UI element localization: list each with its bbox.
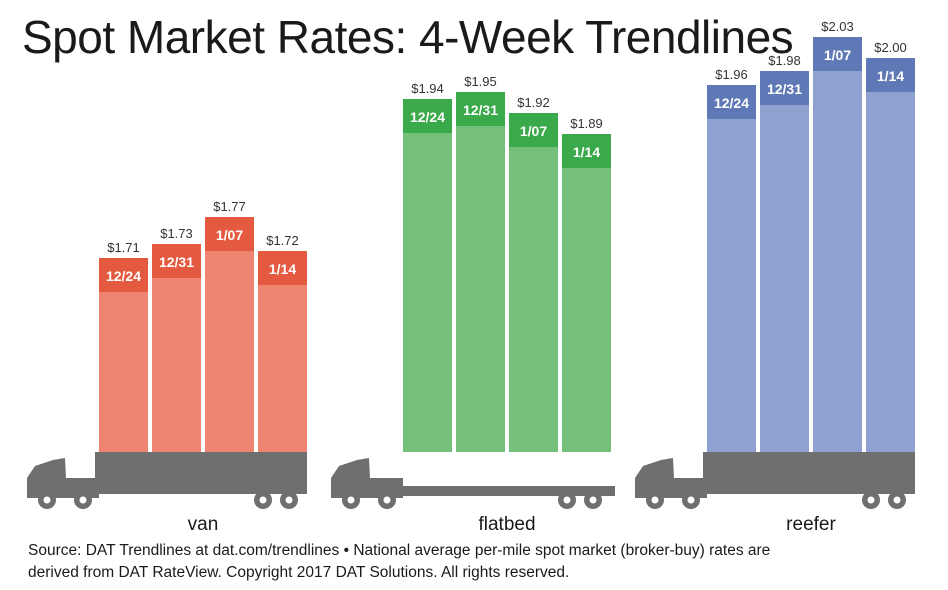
bar-band-flatbed-2 [509, 113, 558, 147]
value-label-van-1: $1.73 [160, 226, 193, 241]
van-cab-chassis [63, 478, 99, 498]
reefer-hubcap [651, 496, 659, 504]
flatbed-deck [397, 486, 615, 496]
category-label-reefer-3: 1/14 [877, 68, 904, 84]
bar-flatbed-3 [562, 134, 611, 452]
bar-reefer-1 [760, 71, 809, 452]
reefer-hubcap [867, 496, 875, 504]
value-label-van-0: $1.71 [107, 240, 140, 255]
flatbed-hubcap [347, 496, 355, 504]
bar-flatbed-1 [456, 92, 505, 452]
category-label-flatbed-0: 12/24 [410, 109, 445, 125]
bar-reefer-0 [707, 85, 756, 452]
source-line-2: derived from DAT RateView. Copyright 201… [28, 564, 570, 581]
value-label-van-3: $1.72 [266, 233, 299, 248]
van-hubcap [259, 496, 267, 504]
category-label-flatbed-3: 1/14 [573, 144, 600, 160]
category-label-van-3: 1/14 [269, 261, 296, 277]
chart-title: Spot Market Rates: 4-Week Trendlines [22, 11, 794, 63]
category-label-reefer-0: 12/24 [714, 95, 749, 111]
bar-band-flatbed-1 [456, 92, 505, 126]
bar-flatbed-0 [403, 99, 452, 452]
group-label-flatbed: flatbed [478, 514, 535, 535]
value-label-flatbed-2: $1.92 [517, 95, 550, 110]
group-label-van: van [188, 514, 219, 535]
flatbed-hubcap [383, 496, 391, 504]
bar-band-reefer-2 [813, 37, 862, 71]
bar-van-1 [152, 244, 201, 452]
reefer-cab [635, 458, 675, 498]
group-label-reefer: reefer [786, 514, 836, 535]
bar-band-reefer-3 [866, 58, 915, 92]
category-label-van-2: 1/07 [216, 227, 243, 243]
source-line-1: Source: DAT Trendlines at dat.com/trendl… [28, 542, 771, 559]
bar-band-flatbed-0 [403, 99, 452, 133]
reefer-trailer [703, 452, 915, 494]
value-label-reefer-3: $2.00 [874, 40, 907, 55]
value-label-reefer-1: $1.98 [768, 53, 801, 68]
bar-band-van-1 [152, 244, 201, 278]
bar-reefer-3 [866, 58, 915, 452]
category-label-flatbed-2: 1/07 [520, 123, 547, 139]
reefer-hubcap [893, 496, 901, 504]
van-hubcap [79, 496, 87, 504]
flatbed-cab-chassis [367, 478, 403, 498]
value-label-van-2: $1.77 [213, 199, 246, 214]
value-label-flatbed-0: $1.94 [411, 81, 444, 96]
flatbed-hubcap [563, 496, 571, 504]
van-hubcap [285, 496, 293, 504]
source-note: Source: DAT Trendlines at dat.com/trendl… [28, 540, 928, 584]
category-label-van-1: 12/31 [159, 254, 194, 270]
flatbed-cab [331, 458, 371, 498]
reefer-hubcap [687, 496, 695, 504]
van-trailer [95, 452, 307, 494]
bar-flatbed-2 [509, 113, 558, 452]
bar-van-2 [205, 217, 254, 452]
bar-band-van-2 [205, 217, 254, 251]
value-label-reefer-0: $1.96 [715, 67, 748, 82]
bar-band-reefer-0 [707, 85, 756, 119]
bar-band-van-3 [258, 251, 307, 285]
category-label-reefer-1: 12/31 [767, 81, 802, 97]
value-label-flatbed-1: $1.95 [464, 74, 497, 89]
bar-band-van-0 [99, 258, 148, 292]
flatbed-hubcap [589, 496, 597, 504]
bar-reefer-2 [813, 37, 862, 452]
value-label-flatbed-3: $1.89 [570, 116, 603, 131]
value-label-reefer-2: $2.03 [821, 19, 854, 34]
van-cab [27, 458, 67, 498]
reefer-cab-chassis [671, 478, 707, 498]
category-label-reefer-2: 1/07 [824, 47, 851, 63]
bar-band-reefer-1 [760, 71, 809, 105]
category-label-flatbed-1: 12/31 [463, 102, 498, 118]
van-hubcap [43, 496, 51, 504]
bar-band-flatbed-3 [562, 134, 611, 168]
category-label-van-0: 12/24 [106, 268, 141, 284]
